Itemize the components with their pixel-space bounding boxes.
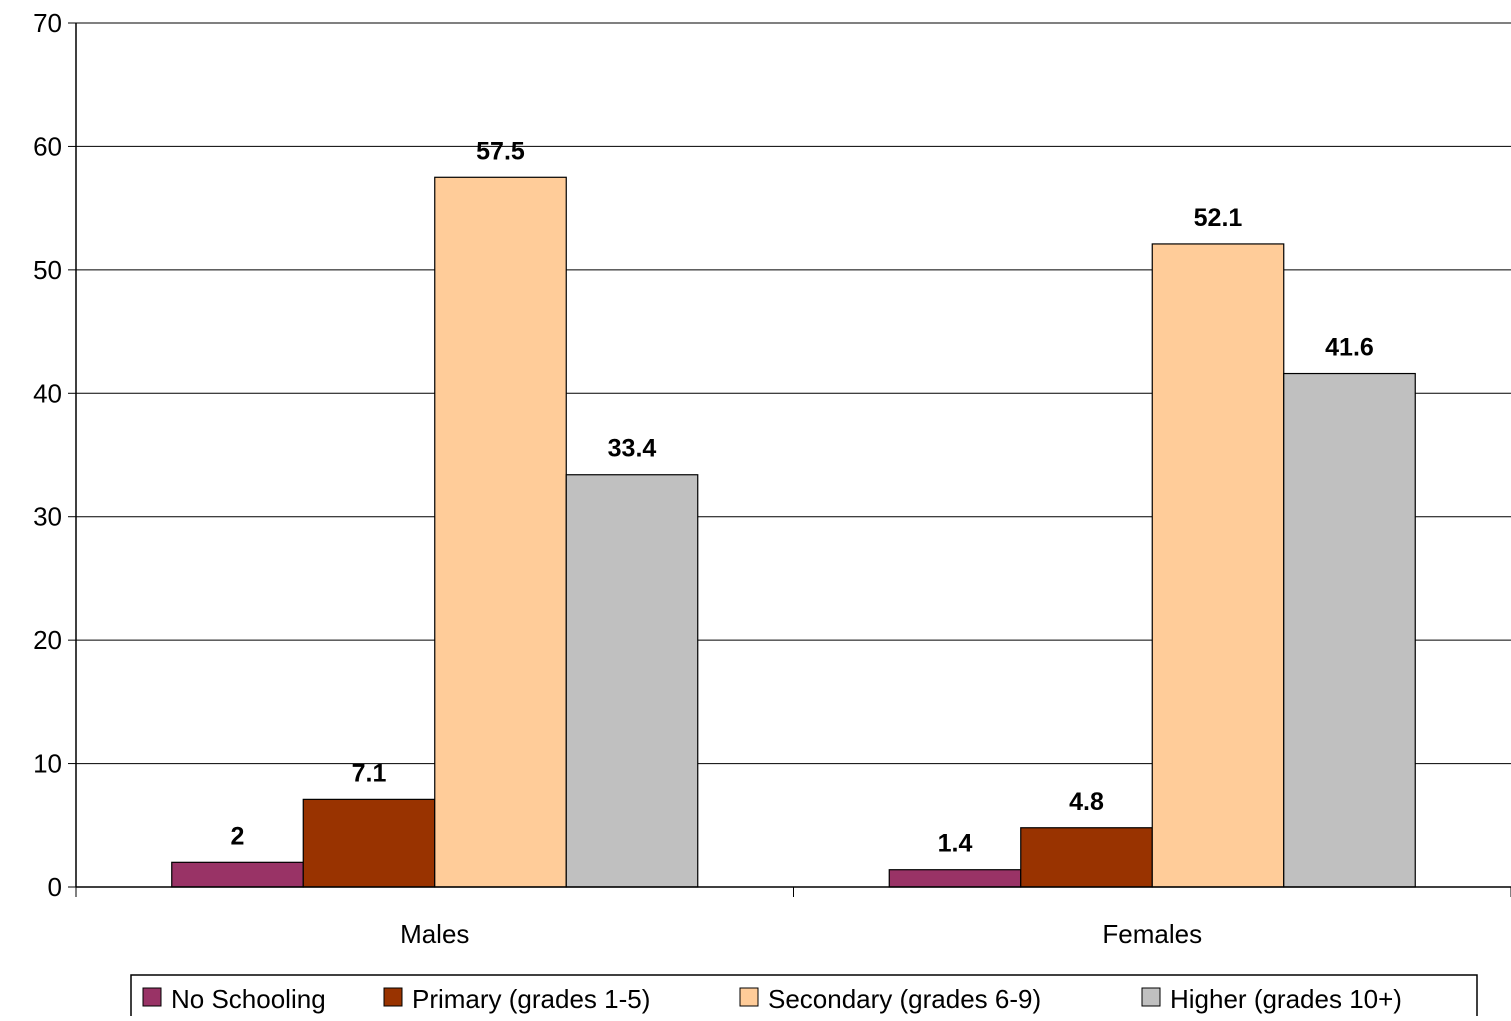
data-label: 7.1 xyxy=(352,759,387,787)
bar-no-schooling-females xyxy=(888,869,1022,888)
gridlines xyxy=(76,22,1511,765)
legend-label: No Schooling xyxy=(171,984,326,1014)
bar-higher-grades-10-males xyxy=(565,474,699,888)
y-tick-label: 30 xyxy=(33,502,62,532)
data-label: 1.4 xyxy=(938,830,973,858)
data-label: 52.1 xyxy=(1194,204,1243,232)
y-tick-label: 70 xyxy=(33,8,62,38)
legend-swatch xyxy=(1141,987,1161,1007)
legend-swatch xyxy=(739,987,759,1007)
bar-higher-grades-10-females xyxy=(1283,372,1416,888)
bar-secondary-grades-6-9-females xyxy=(1151,243,1285,888)
y-tick-label: 40 xyxy=(33,378,62,408)
legend-swatch xyxy=(383,987,403,1007)
data-label: 33.4 xyxy=(608,435,657,463)
x-tick-label: Males xyxy=(400,919,469,949)
bar-primary-grades-1-5-males xyxy=(302,798,436,888)
legend-box xyxy=(130,974,1478,1018)
bar-primary-grades-1-5-females xyxy=(1020,827,1153,888)
y-tick-label: 50 xyxy=(33,255,62,285)
y-tick-label: 10 xyxy=(33,749,62,779)
legend-swatch xyxy=(142,987,162,1007)
data-labels: 2 7.1 57.5 33.4 1.4 4.8 52.1 41.6 xyxy=(231,137,1374,857)
y-tick-label: 60 xyxy=(33,131,62,161)
legend-label: Primary (grades 1-5) xyxy=(412,984,650,1014)
data-label: 57.5 xyxy=(476,137,525,165)
y-tick-label: 20 xyxy=(33,625,62,655)
legend-label: Higher (grades 10+) xyxy=(1170,984,1402,1014)
bars xyxy=(171,176,1416,888)
bar-secondary-grades-6-9-males xyxy=(434,176,567,888)
data-label: 2 xyxy=(231,822,245,850)
bar-no-schooling-males xyxy=(171,861,304,888)
legend-label: Secondary (grades 6-9) xyxy=(768,984,1041,1014)
legend: No Schooling Primary (grades 1-5) Secondar… xyxy=(130,974,1478,1018)
data-label: 41.6 xyxy=(1325,334,1374,362)
y-tick-label: 0 xyxy=(48,872,62,902)
data-label: 4.8 xyxy=(1069,788,1104,816)
x-tick-label: Females xyxy=(1102,919,1202,949)
axes: 0 10 20 30 40 50 60 70 Males Females xyxy=(33,8,1511,949)
